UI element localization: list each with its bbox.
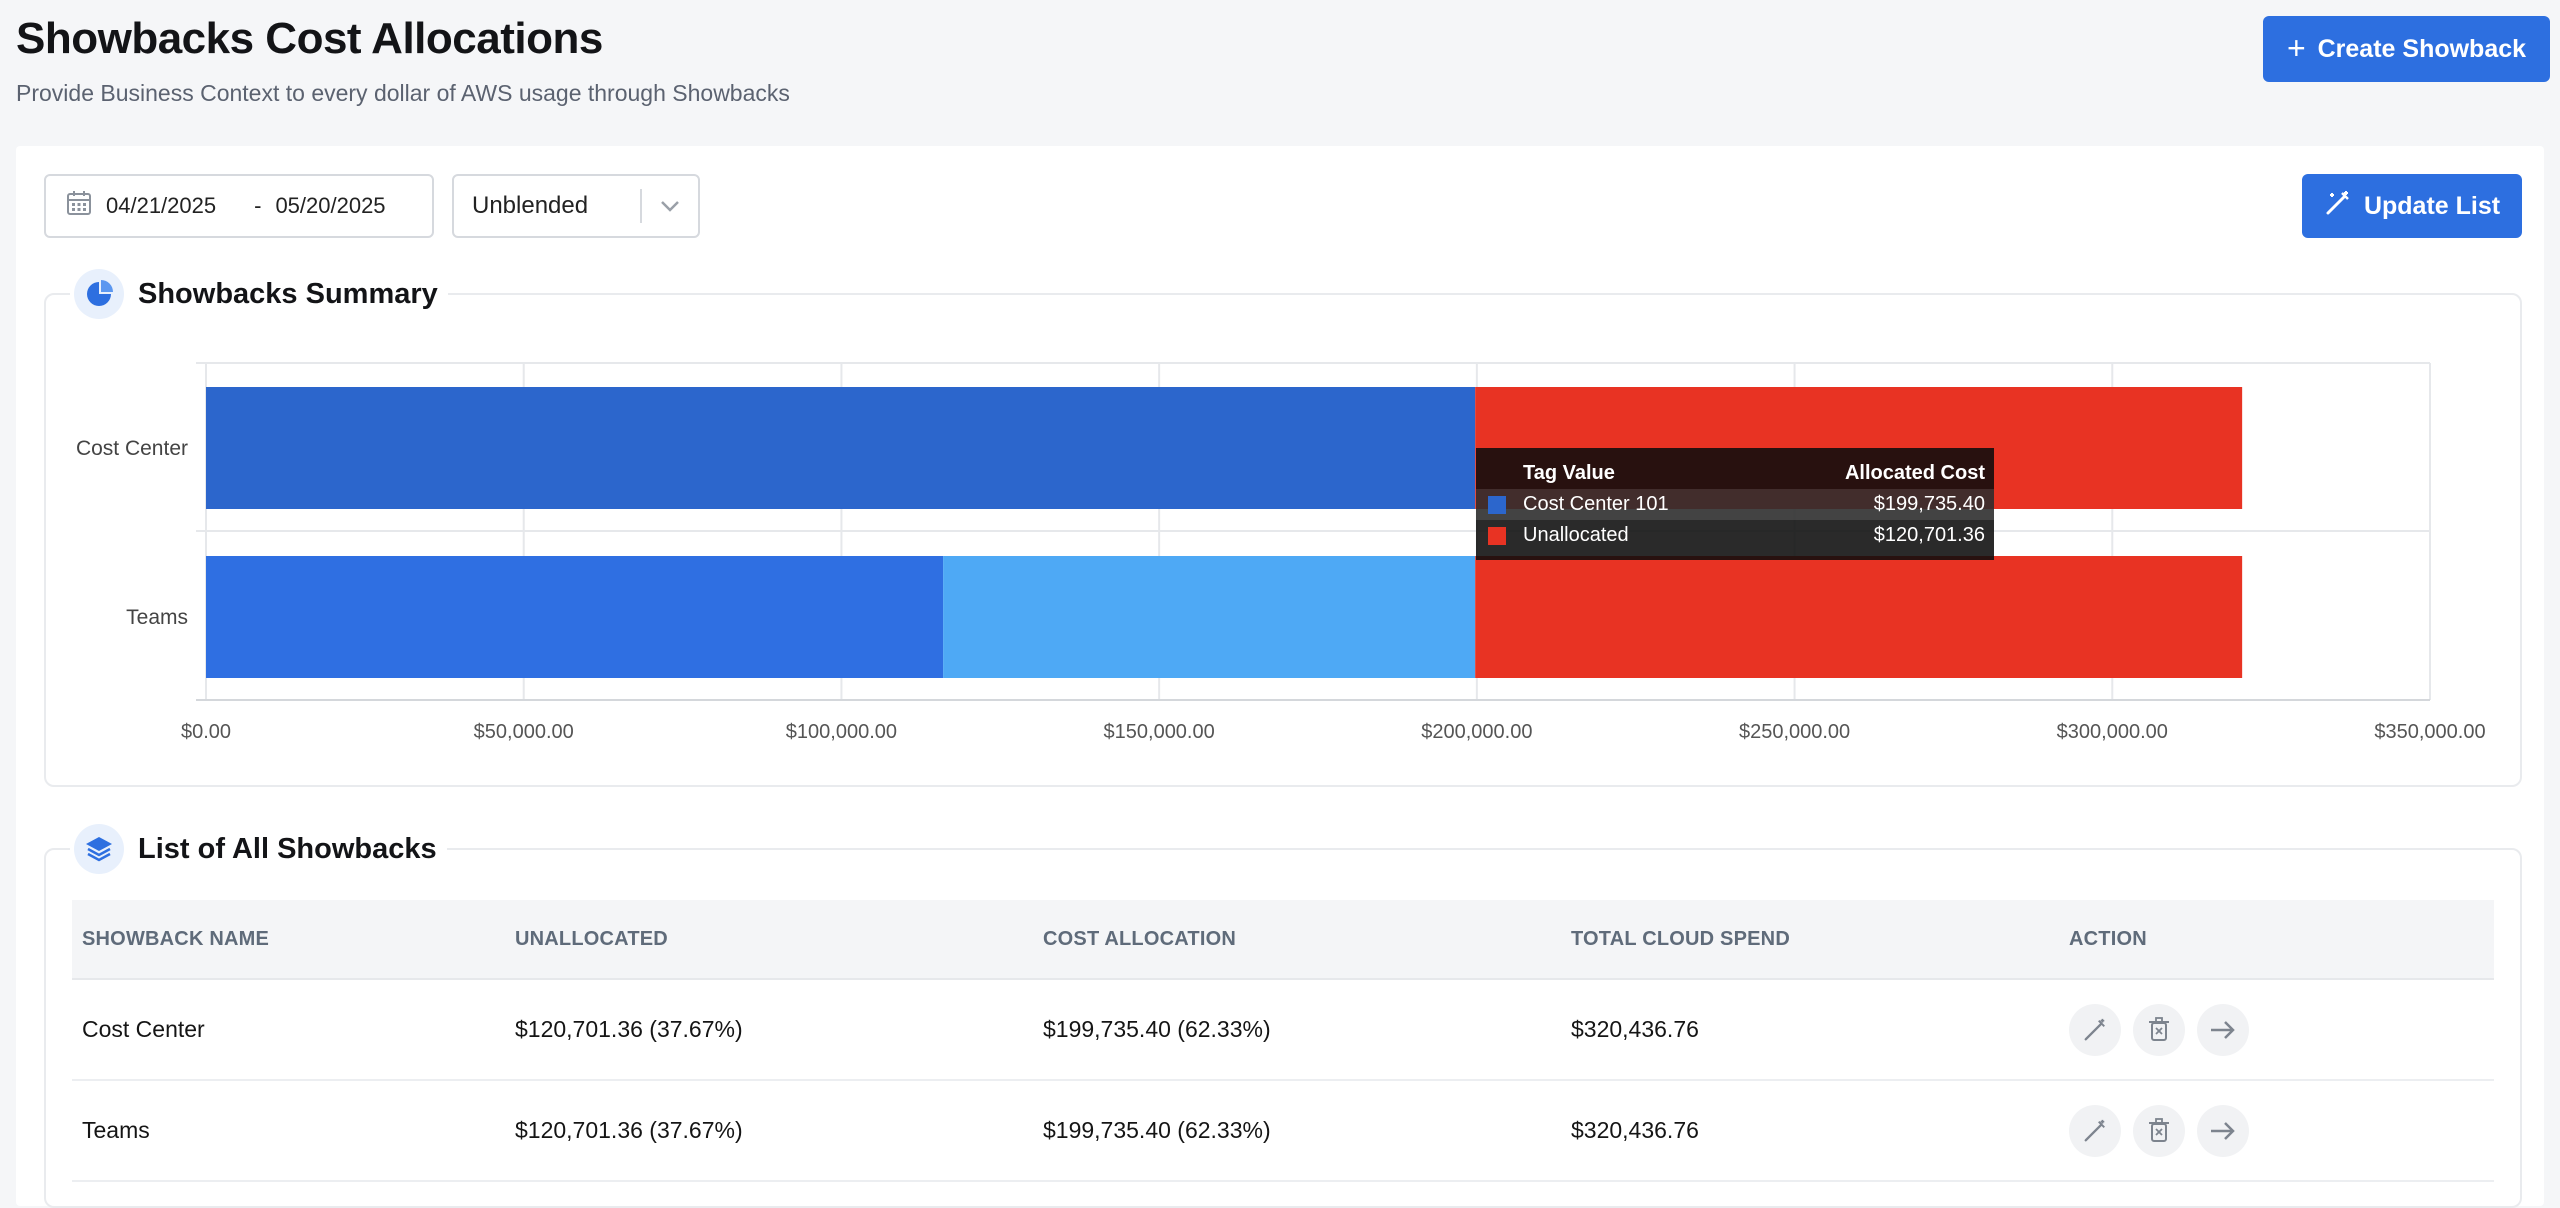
showback-name: Cost Center: [82, 1016, 205, 1042]
open-button[interactable]: [2197, 1003, 2249, 1056]
create-showback-button[interactable]: + Create Showback: [2263, 16, 2550, 82]
arrow-right-icon: [2211, 1020, 2235, 1039]
chevron-down-icon[interactable]: [642, 199, 698, 213]
tooltip-row-value: $199,735.40: [1873, 493, 1985, 515]
showbacks-summary-section: Showbacks Summary: [44, 269, 2522, 787]
date-separator: -: [254, 193, 262, 218]
tooltip-row: Unallocated $120,701.36: [1476, 520, 1994, 551]
delete-button[interactable]: [2133, 1003, 2185, 1056]
cost-type-select[interactable]: Unblended: [452, 174, 700, 238]
tooltip-row-value: $120,701.36: [1873, 524, 1985, 546]
pie-chart-icon: [74, 269, 124, 319]
list-title: List of All Showbacks: [138, 832, 437, 865]
table-header: SHOWBACK NAME UNALLOCATED COST ALLOCATIO…: [72, 900, 2494, 980]
plus-icon: +: [2286, 29, 2306, 66]
row-actions: [2069, 1003, 2249, 1056]
edit-button[interactable]: [2069, 1003, 2121, 1056]
delete-icon: [2149, 1117, 2169, 1142]
open-button[interactable]: [2197, 1104, 2249, 1157]
showback-name: Teams: [82, 1117, 150, 1143]
row-actions: [2069, 1104, 2249, 1157]
page-subtitle: Provide Business Context to every dollar…: [16, 80, 790, 106]
unallocated-value: $120,701.36 (37.67%): [515, 1016, 743, 1042]
date-range-picker[interactable]: 04/21/2025 - 05/20/2025: [44, 174, 434, 238]
layers-icon: [74, 824, 124, 874]
column-header[interactable]: SHOWBACK NAME: [82, 927, 270, 950]
table-row[interactable]: Teams $120,701.36 (37.67%) $199,735.40 (…: [72, 1081, 2494, 1182]
table-row[interactable]: Cost Center $120,701.36 (37.67%) $199,73…: [72, 980, 2494, 1081]
tooltip-header-value: Allocated Cost: [1844, 462, 1985, 484]
column-header[interactable]: COST ALLOCATION: [1043, 927, 1236, 950]
create-showback-label: Create Showback: [2317, 34, 2527, 63]
delete-button[interactable]: [2133, 1104, 2185, 1157]
cost-type-value: Unblended: [472, 192, 589, 219]
arrow-right-icon: [2211, 1121, 2235, 1140]
end-date[interactable]: 05/20/2025: [275, 193, 386, 218]
chart-tooltip: Tag Value Allocated Cost Cost Center 101…: [1476, 448, 1994, 560]
list-header: List of All Showbacks: [70, 824, 447, 874]
select-divider: [640, 189, 642, 223]
tooltip-row-name: Cost Center 101: [1523, 493, 1669, 515]
tooltip-header: Tag Value Allocated Cost: [1476, 458, 1994, 489]
tooltip-swatch: [1488, 526, 1506, 545]
summary-title: Showbacks Summary: [138, 277, 438, 310]
column-header[interactable]: UNALLOCATED: [515, 927, 668, 950]
start-date[interactable]: 04/21/2025: [106, 193, 217, 218]
edit-icon: [2084, 1119, 2105, 1141]
showbacks-table: SHOWBACK NAME UNALLOCATED COST ALLOCATIO…: [72, 900, 2494, 1182]
update-list-button[interactable]: Update List: [2302, 174, 2522, 238]
allocation-value: $199,735.40 (62.33%): [1043, 1016, 1271, 1042]
edit-icon: [2084, 1018, 2105, 1040]
summary-header: Showbacks Summary: [70, 269, 448, 319]
allocation-value: $199,735.40 (62.33%): [1043, 1117, 1271, 1143]
tooltip-row: Cost Center 101 $199,735.40: [1476, 489, 1994, 520]
total-spend-value: $320,436.76: [1571, 1117, 1699, 1143]
calendar-icon: [66, 190, 92, 222]
column-header: ACTION: [2069, 927, 2147, 950]
edit-button[interactable]: [2069, 1104, 2121, 1157]
magic-wand-icon: [2324, 189, 2352, 224]
page-title: Showbacks Cost Allocations: [16, 14, 603, 63]
tooltip-swatch: [1488, 495, 1506, 514]
tooltip-header-name: Tag Value: [1523, 462, 1615, 484]
column-header[interactable]: TOTAL CLOUD SPEND: [1571, 927, 1790, 950]
total-spend-value: $320,436.76: [1571, 1016, 1699, 1042]
tooltip-row-name: Unallocated: [1523, 524, 1629, 546]
unallocated-value: $120,701.36 (37.67%): [515, 1117, 743, 1143]
update-list-label: Update List: [2363, 191, 2501, 220]
delete-icon: [2149, 1016, 2169, 1041]
